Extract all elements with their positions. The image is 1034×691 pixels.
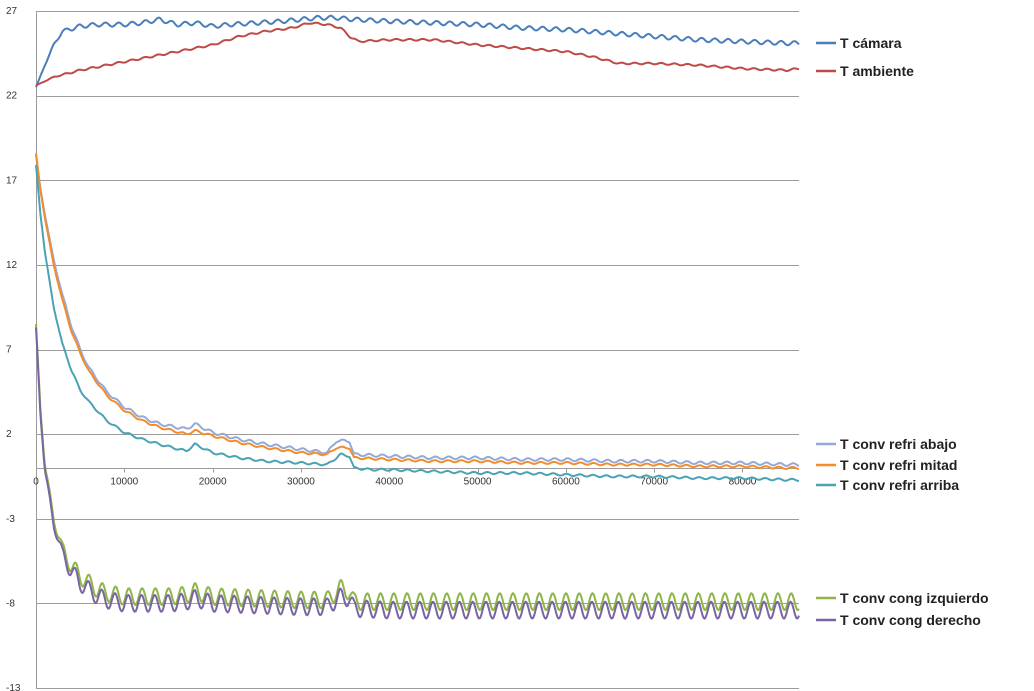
legend-label: T conv refri arriba (840, 477, 959, 493)
y-tick-label: 2 (6, 429, 12, 440)
x-tick-label: 0 (33, 477, 39, 488)
x-tick-label: 30000 (287, 477, 315, 488)
legend-label: T cámara (840, 35, 902, 51)
series-line (35, 164, 799, 482)
gridlines (36, 11, 799, 689)
x-tick-label: 20000 (199, 477, 227, 488)
y-tick-label: 17 (6, 175, 18, 186)
series-line (35, 21, 800, 87)
y-tick-label: 7 (6, 345, 12, 356)
x-tick-label: 80000 (729, 477, 757, 488)
legend-label: T conv cong izquierdo (840, 590, 989, 606)
x-tick-label: 60000 (552, 477, 580, 488)
legend-label: T conv refri mitad (840, 457, 957, 473)
series-line (35, 154, 800, 467)
series-line (35, 327, 800, 620)
legend: T cámara T ambiente T conv refri abajo T co… (816, 35, 989, 628)
x-tick-label: 70000 (640, 477, 668, 488)
series-line (35, 153, 800, 470)
y-tick-label: 22 (6, 91, 18, 102)
x-tick-label: 40000 (375, 477, 403, 488)
y-tick-label: -3 (6, 514, 15, 525)
x-tick-label: 10000 (110, 477, 138, 488)
series-lines (35, 14, 800, 620)
y-tick-label: -8 (6, 598, 15, 609)
y-tick-label: 27 (6, 6, 18, 17)
axes: 27 22 17 12 7 2 -3 -8 -13 0 10000 20000 30000 40000 50… (6, 6, 799, 691)
y-tick-label: -13 (6, 683, 21, 691)
series-line (35, 324, 800, 612)
x-tick-label: 50000 (464, 477, 492, 488)
legend-label: T conv refri abajo (840, 436, 957, 452)
legend-label: T conv cong derecho (840, 612, 981, 628)
series-line (35, 14, 800, 88)
y-tick-label: 12 (6, 260, 18, 271)
legend-label: T ambiente (840, 63, 914, 79)
